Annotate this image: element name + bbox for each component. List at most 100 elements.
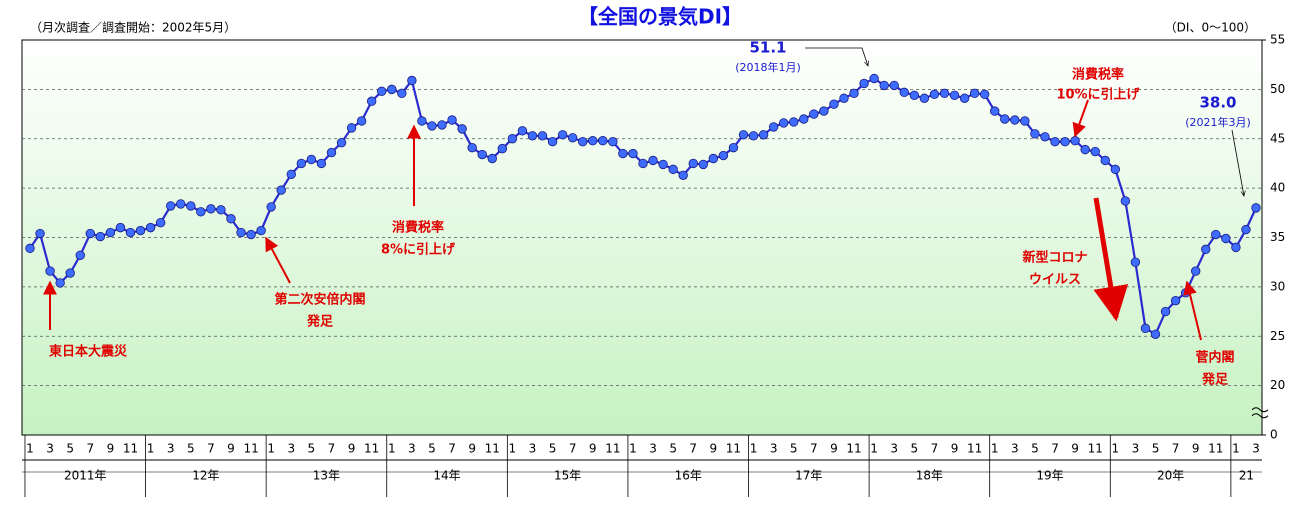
data-point [427, 121, 437, 131]
x-tick-label: 7 [689, 442, 697, 456]
data-point [718, 150, 729, 161]
data-point [35, 228, 45, 239]
data-point [1040, 132, 1050, 142]
year-label: 15年 [554, 469, 581, 483]
data-point [537, 131, 548, 141]
annotation: 51.1 [749, 39, 786, 57]
data-point [578, 137, 588, 147]
annotation: 菅内閣 [1195, 350, 1234, 366]
annotation: ウイルス [1029, 273, 1081, 288]
data-point [1150, 329, 1161, 339]
year-label: 2011年 [64, 469, 107, 483]
x-tick-label: 9 [107, 442, 115, 456]
data-point [417, 116, 427, 126]
x-tick-label: 1 [870, 442, 878, 456]
annotation: 第二次安倍内閣 [274, 292, 365, 308]
x-tick-label: 3 [1011, 442, 1019, 456]
data-point [326, 147, 337, 158]
data-point [397, 88, 407, 99]
data-point [477, 149, 487, 160]
data-point [557, 130, 568, 140]
annotation-arrow [1093, 197, 1129, 322]
data-point [849, 88, 859, 99]
data-point [859, 78, 869, 89]
data-point [1010, 115, 1020, 125]
data-point [266, 202, 276, 212]
data-point [949, 90, 960, 101]
x-tick-label: 11 [1208, 442, 1223, 456]
data-point [1211, 229, 1221, 240]
data-point [819, 106, 829, 116]
x-tick-label: 9 [951, 442, 959, 456]
x-tick-label: 3 [408, 442, 416, 456]
data-point [547, 137, 558, 147]
data-point [165, 201, 176, 211]
data-point [678, 170, 688, 180]
data-point [1080, 144, 1090, 155]
data-point [115, 222, 126, 233]
data-point [567, 133, 578, 143]
data-point [226, 214, 236, 224]
unit-note: （DI、0～100） [1165, 21, 1256, 35]
x-tick-label: 1 [509, 442, 517, 456]
data-point [65, 268, 75, 278]
data-point [507, 134, 518, 144]
data-point [748, 131, 759, 141]
x-tick-label: 5 [187, 442, 195, 456]
data-point [1241, 224, 1251, 235]
x-tick-label: 5 [428, 442, 436, 456]
data-point [186, 201, 196, 211]
data-point [1110, 164, 1121, 175]
annotation: 新型コロナ [1022, 250, 1087, 266]
year-label: 18年 [916, 469, 943, 483]
y-tick-label: 45 [1270, 131, 1285, 145]
data-point [1221, 233, 1231, 244]
data-point [176, 199, 186, 209]
data-point [648, 155, 658, 166]
x-tick-label: 7 [86, 442, 94, 456]
data-point [1251, 203, 1261, 213]
annotation: 東日本大震災 [49, 344, 128, 360]
data-point [588, 136, 598, 146]
data-point [125, 227, 136, 238]
y-tick-label: 30 [1270, 279, 1285, 293]
data-point [839, 93, 849, 103]
x-tick-label: 11 [967, 442, 982, 456]
data-point [789, 117, 799, 127]
annotation: (2018年1月) [735, 60, 801, 74]
x-tick-label: 9 [589, 442, 597, 456]
data-point [95, 231, 106, 242]
x-tick-label: 3 [167, 442, 175, 456]
data-point [407, 75, 417, 86]
subtitle: （月次調査／調査開始：2002年5月） [30, 21, 236, 35]
data-point [216, 205, 226, 215]
data-point [708, 153, 719, 164]
x-tick-label: 3 [1252, 442, 1260, 456]
x-tick-label: 1 [147, 442, 155, 456]
data-point [45, 266, 55, 276]
data-point [608, 137, 618, 147]
data-point [497, 143, 508, 154]
data-point [457, 124, 467, 134]
data-point [155, 217, 166, 228]
data-point [236, 227, 246, 238]
data-point [145, 222, 156, 233]
data-point [1030, 129, 1040, 139]
data-point [336, 137, 347, 148]
data-point [135, 225, 146, 236]
data-point [1070, 136, 1080, 146]
x-tick-label: 1 [1232, 442, 1240, 456]
x-tick-label: 9 [468, 442, 476, 456]
x-tick-label: 7 [569, 442, 577, 456]
data-point [437, 120, 447, 130]
data-point [758, 130, 769, 140]
x-tick-label: 5 [669, 442, 677, 456]
year-label: 16年 [675, 469, 702, 483]
data-point [55, 278, 65, 288]
x-tick-label: 7 [810, 442, 818, 456]
data-point [738, 130, 749, 140]
x-tick-label: 5 [1031, 442, 1039, 456]
data-point [668, 164, 678, 175]
data-point [1160, 306, 1171, 317]
data-point [1120, 196, 1131, 206]
